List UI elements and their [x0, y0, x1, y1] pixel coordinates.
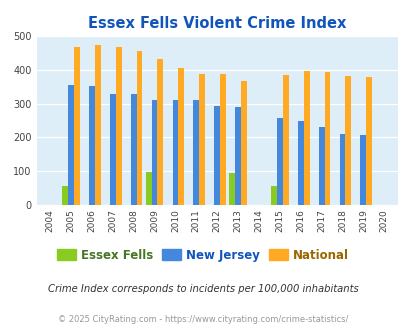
Bar — [89, 86, 95, 205]
Bar — [145, 172, 151, 205]
Title: Essex Fells Violent Crime Index: Essex Fells Violent Crime Index — [88, 16, 345, 31]
Bar — [324, 72, 330, 205]
Bar — [130, 93, 136, 205]
Bar — [62, 186, 68, 205]
Bar — [345, 76, 350, 205]
Bar — [339, 134, 345, 205]
Bar — [220, 74, 226, 205]
Legend: Essex Fells, New Jersey, National: Essex Fells, New Jersey, National — [52, 244, 353, 266]
Bar — [115, 48, 121, 205]
Text: Crime Index corresponds to incidents per 100,000 inhabitants: Crime Index corresponds to incidents per… — [47, 284, 358, 294]
Bar — [110, 93, 115, 205]
Bar — [234, 107, 241, 205]
Bar — [172, 100, 178, 205]
Bar — [297, 121, 303, 205]
Bar — [303, 71, 309, 205]
Bar — [318, 127, 324, 205]
Bar — [157, 59, 163, 205]
Bar — [178, 68, 184, 205]
Bar — [360, 135, 365, 205]
Bar — [276, 118, 282, 205]
Bar — [199, 74, 205, 205]
Bar — [95, 45, 100, 205]
Bar — [151, 100, 157, 205]
Bar — [136, 51, 142, 205]
Bar — [282, 75, 288, 205]
Bar — [193, 100, 199, 205]
Bar — [271, 186, 276, 205]
Bar — [229, 173, 234, 205]
Bar — [241, 81, 246, 205]
Bar — [74, 47, 79, 205]
Bar — [214, 106, 220, 205]
Bar — [365, 77, 371, 205]
Bar — [68, 85, 74, 205]
Text: © 2025 CityRating.com - https://www.cityrating.com/crime-statistics/: © 2025 CityRating.com - https://www.city… — [58, 315, 347, 324]
